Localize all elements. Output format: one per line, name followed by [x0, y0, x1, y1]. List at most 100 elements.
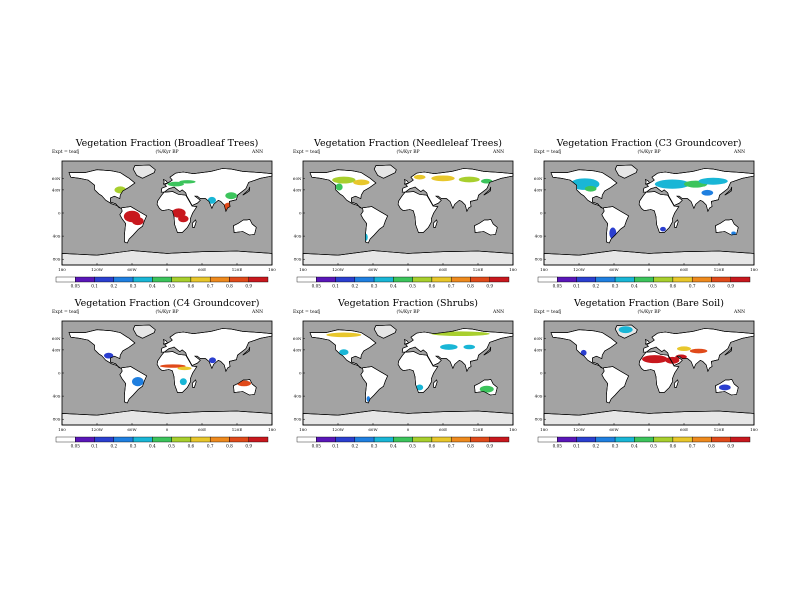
- colorbar-swatch: [248, 276, 269, 283]
- colorbar-swatch: [431, 276, 452, 283]
- coastline: [373, 164, 397, 179]
- lon-label: 120E: [714, 427, 725, 432]
- colorbar-swatch: [335, 276, 356, 283]
- coastline: [724, 346, 733, 356]
- colorbar-tick-label: 0.2: [110, 444, 117, 449]
- colorbar-tick-label: 0.8: [708, 444, 715, 449]
- map-bare-soil: 60N 40N 0 40S 80S 180 120W 60W 0 60E 120E 180: [534, 320, 758, 432]
- coastline: [550, 169, 618, 209]
- vegetation-patch: [209, 357, 216, 364]
- colorbar-tick-label: 0.3: [130, 444, 137, 449]
- coastline: [132, 324, 156, 339]
- colorbar-tick-label: 0.8: [708, 284, 715, 289]
- panel-subtitle: (%/Kyr BP: [637, 310, 661, 315]
- colorbar-swatch: [470, 276, 490, 283]
- map-needleleaf: 60N 40N 0 40S 80S 180 120W 60W 0 60E 120E 180: [293, 160, 517, 272]
- vegetation-layer: [570, 177, 736, 239]
- panel-subtitle: (%/Kyr BP: [396, 310, 420, 315]
- colorbar-swatch: [730, 436, 751, 443]
- coastline: [674, 379, 679, 388]
- season-label: ANN: [252, 150, 264, 155]
- coastline: [638, 351, 680, 393]
- experiment-label: Expt = teafj: [52, 150, 80, 155]
- lon-label: 120W: [91, 427, 104, 432]
- experiment-label: Expt = teafj: [293, 150, 321, 155]
- colorbar-tick-label: 0.4: [631, 444, 638, 449]
- vegetation-patch: [335, 183, 343, 191]
- colorbar-swatch: [132, 436, 153, 443]
- colorbar-swatch: [634, 276, 654, 283]
- lon-label: 120W: [332, 427, 345, 432]
- lon-label: 120E: [232, 427, 243, 432]
- lon-label: 60E: [439, 427, 447, 432]
- lon-label: 60W: [368, 427, 378, 432]
- map-shrubs: 60N 40N 0 40S 80S 180 120W 60W 0 60E 120E 180: [293, 320, 517, 432]
- coastline: [309, 169, 377, 209]
- coastline: [614, 324, 638, 339]
- coastline: [715, 219, 739, 236]
- lon-label: 180: [750, 267, 758, 272]
- lat-label: 40N: [293, 187, 302, 192]
- lon-label: 0: [166, 267, 169, 272]
- lat-label: 80S: [535, 257, 543, 262]
- lon-label: 180: [540, 427, 548, 432]
- coastline: [156, 191, 198, 233]
- colorbar: 0.05 0.1 0.2 0.3 0.4 0.5 0.6 0.7 0.8 0.9: [537, 436, 751, 449]
- colorbar-tick-label: 0.7: [448, 284, 455, 289]
- vegetation-patch: [458, 176, 480, 183]
- vegetation-patch: [642, 355, 668, 364]
- vegetation-layer: [114, 180, 240, 226]
- vegetation-patch: [104, 352, 114, 359]
- lat-label: 40N: [52, 187, 61, 192]
- colorbar-swatch: [354, 276, 375, 283]
- vegetation-patch: [207, 196, 217, 204]
- lon-label: 60E: [680, 427, 688, 432]
- colorbar-tick-label: 0.5: [650, 284, 657, 289]
- coastline: [163, 338, 169, 345]
- colorbar-swatch: [316, 436, 336, 443]
- lat-label: 40S: [535, 394, 543, 399]
- colorbar-swatch: [489, 276, 510, 283]
- lat-label: 60N: [52, 176, 61, 181]
- panel-subtitle: (%/Kyr BP: [637, 150, 661, 155]
- colorbar-swatch: [595, 276, 616, 283]
- coastline: [242, 186, 251, 196]
- vegetation-patch: [339, 349, 349, 356]
- lon-label: 0: [648, 427, 651, 432]
- lon-label: 120W: [91, 267, 104, 272]
- colorbar-tick-label: 0.1: [573, 444, 580, 449]
- panel-shrubs: Vegetation Fraction (Shrubs) Expt = teaf…: [293, 298, 543, 463]
- map-broadleaf: 60N 40N 0 40S 80S 180 120W 60W 0 60E 120E 180: [52, 160, 276, 272]
- panel-subtitle: (%/Kyr BP: [155, 310, 179, 315]
- colorbar-tick-label: 0.1: [91, 444, 98, 449]
- lat-label: 80S: [294, 417, 302, 422]
- lon-label: 180: [58, 427, 66, 432]
- colorbar-swatch: [653, 436, 674, 443]
- panel-title: Vegetation Fraction (Needleleaf Trees): [314, 138, 502, 149]
- experiment-label: Expt = teafj: [293, 310, 321, 315]
- lat-label: 0: [299, 371, 302, 376]
- colorbar-tick-label: 0.8: [467, 444, 474, 449]
- coastline: [642, 168, 755, 213]
- colorbar-tick-label: 0.7: [207, 444, 214, 449]
- colorbar-tick-label: 0.6: [429, 284, 436, 289]
- lat-label: 0: [540, 371, 543, 376]
- colorbar-swatch: [393, 276, 413, 283]
- colorbar-swatch: [576, 276, 597, 283]
- colorbar-tick-label: 0.1: [332, 444, 339, 449]
- vegetation-patch: [179, 180, 196, 184]
- colorbar-tick-label: 0.05: [312, 284, 322, 289]
- lon-label: 120W: [573, 267, 586, 272]
- colorbar-swatch: [229, 276, 249, 283]
- colorbar-tick-label: 0.6: [429, 444, 436, 449]
- colorbar-swatch: [75, 276, 95, 283]
- colorbar-tick-label: 0.1: [573, 284, 580, 289]
- colorbar-swatch: [614, 276, 635, 283]
- colorbar-tick-label: 0.05: [71, 444, 81, 449]
- coastline: [397, 351, 439, 393]
- lon-label: 60E: [198, 427, 206, 432]
- colorbar-tick-label: 0.4: [149, 444, 156, 449]
- panel-subtitle: (%/Kyr BP: [396, 150, 420, 155]
- lat-label: 40S: [535, 234, 543, 239]
- coastline: [474, 379, 498, 396]
